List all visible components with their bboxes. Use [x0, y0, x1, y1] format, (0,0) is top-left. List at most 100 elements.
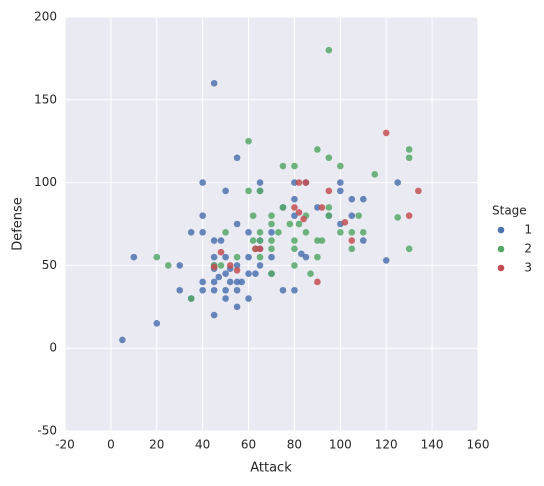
point: [268, 220, 275, 228]
point: [176, 262, 184, 269]
point: [307, 270, 314, 277]
point: [222, 295, 229, 302]
x-tick-label: 20: [149, 438, 164, 452]
legend-label: 2: [524, 242, 532, 256]
point: [348, 245, 356, 253]
point: [359, 228, 367, 236]
x-tick-label: -20: [55, 438, 75, 452]
point: [245, 253, 252, 261]
point: [359, 237, 367, 244]
point: [291, 212, 298, 220]
point: [279, 162, 287, 170]
point: [199, 286, 206, 294]
x-tick-label: 40: [195, 438, 210, 452]
point: [314, 146, 321, 153]
point: [415, 187, 422, 195]
point: [217, 248, 225, 256]
point: [268, 253, 275, 261]
point: [268, 245, 275, 253]
x-tick-label: 160: [467, 438, 490, 452]
point: [268, 228, 275, 236]
legend-label: 3: [524, 261, 532, 275]
point: [252, 270, 259, 277]
point: [325, 204, 333, 211]
point: [268, 270, 275, 277]
point: [314, 278, 321, 286]
point: [291, 237, 298, 244]
point: [405, 245, 413, 253]
y-tick-label: 150: [34, 92, 57, 106]
point: [217, 262, 225, 269]
point: [238, 278, 245, 286]
y-tick-label: 100: [34, 175, 57, 189]
point: [348, 237, 356, 244]
point: [233, 267, 241, 274]
point: [187, 228, 195, 236]
point: [256, 262, 264, 269]
point: [268, 212, 275, 220]
point: [348, 195, 356, 203]
point: [394, 214, 401, 221]
point: [233, 253, 241, 261]
point: [176, 286, 184, 294]
point: [245, 187, 252, 195]
point: [325, 154, 333, 162]
point: [286, 220, 294, 228]
point: [222, 253, 229, 261]
point: [325, 187, 333, 195]
point: [210, 263, 218, 271]
x-tick-label: 80: [287, 438, 302, 452]
y-tick-label: 50: [42, 258, 57, 272]
point: [249, 212, 257, 220]
point: [210, 79, 218, 87]
point: [355, 212, 362, 220]
point: [210, 253, 218, 261]
point: [337, 228, 344, 236]
point: [153, 253, 161, 261]
legend-marker: [497, 245, 505, 253]
point: [291, 286, 298, 294]
y-tick-label: 0: [49, 341, 57, 355]
point: [382, 129, 390, 137]
point: [226, 262, 234, 269]
point: [337, 162, 344, 170]
point: [256, 253, 264, 261]
x-tick-label: 120: [375, 438, 398, 452]
point: [295, 179, 303, 186]
point: [210, 311, 218, 319]
point: [382, 257, 390, 264]
point: [341, 219, 349, 226]
point: [119, 336, 126, 344]
point: [295, 209, 303, 216]
x-tick-label: 100: [329, 438, 352, 452]
point: [233, 303, 241, 311]
point: [256, 245, 264, 253]
point: [222, 286, 229, 294]
point: [164, 262, 172, 269]
point: [291, 195, 298, 203]
point: [245, 228, 252, 236]
point: [210, 286, 218, 294]
y-axis-label: Defense: [11, 197, 26, 251]
point: [187, 295, 195, 302]
point: [226, 278, 234, 286]
point: [314, 253, 321, 261]
point: [394, 179, 401, 186]
point: [302, 179, 310, 186]
point: [245, 137, 252, 145]
point: [249, 237, 257, 244]
point: [302, 228, 310, 236]
point: [314, 204, 321, 211]
point: [252, 245, 259, 253]
point: [300, 215, 307, 223]
point: [256, 187, 264, 195]
point: [405, 154, 413, 162]
point: [318, 237, 326, 244]
point: [405, 146, 413, 153]
y-tick-label: 200: [34, 10, 57, 24]
point: [318, 204, 326, 211]
point: [215, 273, 223, 281]
point: [348, 212, 356, 220]
point: [314, 237, 321, 244]
point: [291, 179, 298, 186]
